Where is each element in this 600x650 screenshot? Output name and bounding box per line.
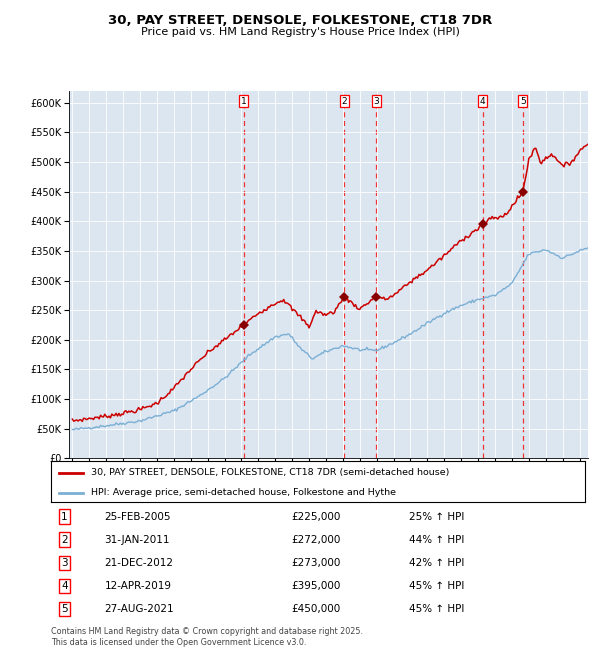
Text: 30, PAY STREET, DENSOLE, FOLKESTONE, CT18 7DR (semi-detached house): 30, PAY STREET, DENSOLE, FOLKESTONE, CT1… [91,468,449,477]
Text: 44% ↑ HPI: 44% ↑ HPI [409,535,464,545]
Text: 27-AUG-2021: 27-AUG-2021 [104,604,174,614]
Text: Price paid vs. HM Land Registry's House Price Index (HPI): Price paid vs. HM Land Registry's House … [140,27,460,37]
Text: 2: 2 [341,96,347,105]
Text: 1: 1 [61,512,68,521]
Text: 21-DEC-2012: 21-DEC-2012 [104,558,173,568]
Text: £450,000: £450,000 [292,604,341,614]
Text: 31-JAN-2011: 31-JAN-2011 [104,535,170,545]
Text: £395,000: £395,000 [292,581,341,591]
Text: 12-APR-2019: 12-APR-2019 [104,581,172,591]
Text: 45% ↑ HPI: 45% ↑ HPI [409,604,464,614]
Text: £272,000: £272,000 [292,535,341,545]
Text: 42% ↑ HPI: 42% ↑ HPI [409,558,464,568]
Text: £273,000: £273,000 [292,558,341,568]
Text: 5: 5 [61,604,68,614]
Text: 2: 2 [61,535,68,545]
Text: 45% ↑ HPI: 45% ↑ HPI [409,581,464,591]
Text: 4: 4 [61,581,68,591]
Text: 30, PAY STREET, DENSOLE, FOLKESTONE, CT18 7DR: 30, PAY STREET, DENSOLE, FOLKESTONE, CT1… [108,14,492,27]
Text: 5: 5 [520,96,526,105]
Text: 25-FEB-2005: 25-FEB-2005 [104,512,171,521]
Text: 3: 3 [373,96,379,105]
Text: £225,000: £225,000 [292,512,341,521]
Text: 4: 4 [480,96,485,105]
Text: 25% ↑ HPI: 25% ↑ HPI [409,512,464,521]
Text: 1: 1 [241,96,247,105]
Text: Contains HM Land Registry data © Crown copyright and database right 2025.
This d: Contains HM Land Registry data © Crown c… [51,627,363,647]
Text: HPI: Average price, semi-detached house, Folkestone and Hythe: HPI: Average price, semi-detached house,… [91,488,396,497]
Text: 3: 3 [61,558,68,568]
